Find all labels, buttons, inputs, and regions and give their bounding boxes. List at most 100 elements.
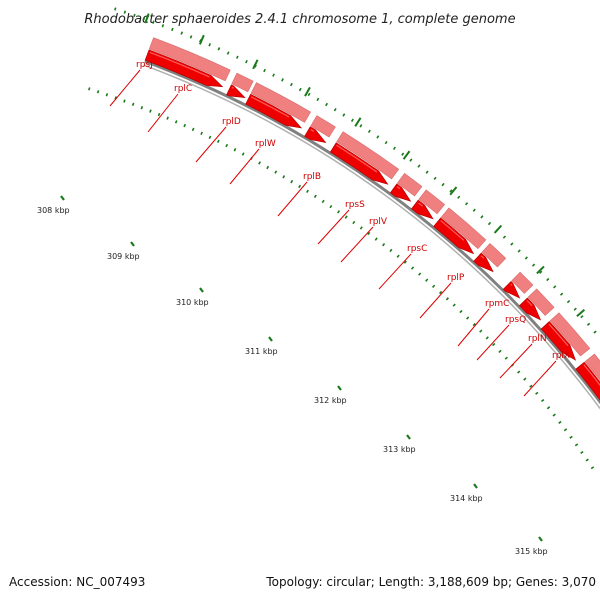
gene-block-rpsj[interactable] <box>148 37 231 82</box>
inner-tick <box>266 165 270 170</box>
inner-tick <box>241 152 245 156</box>
gene-arrow-rpss[interactable] <box>389 183 412 202</box>
gene-block-rplw[interactable] <box>310 115 336 138</box>
gene-track-inner <box>144 49 600 411</box>
gene-arrow-highlight-rpln <box>548 323 569 346</box>
gene-block-rplp[interactable] <box>481 243 507 268</box>
outer-tick <box>342 113 346 117</box>
gene-block-rpss[interactable] <box>396 172 423 197</box>
gene-arrow-rplb[interactable] <box>329 142 389 185</box>
inner-tick <box>290 179 294 184</box>
outer-major-tick <box>354 117 362 127</box>
outer-tick <box>586 322 591 326</box>
inner-tick <box>88 87 91 91</box>
leader-line-rpmc <box>457 308 490 347</box>
gene-arrow-rplc[interactable] <box>226 84 246 98</box>
gene-block-rplx[interactable] <box>584 353 600 407</box>
leader-line-rpsq <box>476 324 510 361</box>
outer-tick <box>289 82 293 87</box>
inner-tick <box>459 309 463 314</box>
gene-block-rplb[interactable] <box>336 131 400 180</box>
gene-arrow-rplx[interactable] <box>575 361 600 411</box>
outer-tick <box>333 107 337 112</box>
leader-line-rplc <box>147 93 179 133</box>
gene-label-rpsq[interactable]: rpsQ <box>505 315 526 325</box>
gene-arrow-rplw[interactable] <box>304 126 327 144</box>
gene-label-rpsj[interactable]: rpsJ <box>136 60 153 70</box>
gene-arrow-rpln[interactable] <box>540 321 577 361</box>
gene-label-rpld[interactable]: rplD <box>222 117 241 127</box>
gene-arrow-rpmc[interactable] <box>502 280 521 299</box>
gene-label-rpss[interactable]: rpsS <box>345 200 365 210</box>
gene-arrow-highlight-rpsq <box>526 300 533 307</box>
leader-line-rplw <box>229 148 260 185</box>
outer-tick <box>376 135 380 139</box>
gene-block-rpsc[interactable] <box>440 207 487 250</box>
backbone-outer-line <box>144 59 600 405</box>
inner-tick <box>321 199 325 204</box>
outer-major-tick <box>449 186 458 196</box>
inner-tick <box>418 272 422 276</box>
inner-tick <box>546 406 551 410</box>
leader-line-rpld <box>195 126 227 163</box>
gene-label-rplw[interactable]: rplW <box>255 139 276 149</box>
gene-label-rplv[interactable]: rplV <box>369 217 388 227</box>
gene-label-rplc[interactable]: rplC <box>174 84 192 94</box>
gene-labels: rpsJ rplC rplD rplW rplB rpsS rplV rpsC rplP rpmC… <box>136 60 570 361</box>
gene-label-rplb[interactable]: rplB <box>303 172 321 182</box>
gene-label-rplp[interactable]: rplP <box>447 273 465 283</box>
outer-tick <box>142 17 146 21</box>
gene-arrow-highlight-rplb <box>336 144 378 173</box>
gene-arrow-rplv[interactable] <box>411 199 434 220</box>
gene-block-rpsq[interactable] <box>527 288 555 316</box>
gene-block-rplv[interactable] <box>418 189 446 215</box>
inner-tick <box>535 391 539 395</box>
gene-arrow-rpld[interactable] <box>245 93 303 129</box>
gene-label-rpsc[interactable]: rpsC <box>407 244 427 254</box>
gene-block-rplc[interactable] <box>231 72 254 93</box>
gene-label-rpmc[interactable]: rpmC <box>485 299 509 309</box>
gene-arrow-rpsq[interactable] <box>518 297 542 321</box>
outer-tick <box>546 277 550 282</box>
gene-arrow-rpsc[interactable] <box>433 217 475 255</box>
inner-tick <box>439 290 443 295</box>
outer-tick <box>539 270 543 274</box>
kbp-label: 312 kbp <box>314 396 347 405</box>
inner-tick <box>492 342 496 347</box>
outer-major-tick <box>493 224 503 234</box>
outer-tick <box>316 97 320 102</box>
gene-label-rplx[interactable]: rplX <box>552 351 570 361</box>
inner-tick <box>306 189 309 194</box>
gene-arrow-rplp[interactable] <box>473 252 494 273</box>
outer-tick <box>409 158 413 162</box>
outer-tick <box>553 285 557 289</box>
outer-tick <box>517 249 521 253</box>
gene-arrow-highlight-rplw <box>310 128 315 132</box>
outer-tick <box>152 20 155 24</box>
inner-major-tick <box>130 241 135 247</box>
gene-arrow-rpsj[interactable] <box>144 49 224 88</box>
outer-tick <box>510 242 514 246</box>
outer-tick <box>350 118 354 123</box>
gene-block-rpld[interactable] <box>250 82 312 123</box>
inner-tick <box>367 231 371 236</box>
gene-arrow-highlight-rpsc <box>440 220 465 241</box>
gene-label-rpln[interactable]: rplN <box>528 334 547 344</box>
inner-tick <box>149 109 152 113</box>
inner-tick <box>344 215 348 219</box>
gene-track-outer <box>148 37 600 407</box>
outer-tick <box>457 195 461 199</box>
inner-tick <box>123 99 126 103</box>
gene-block-rpln[interactable] <box>549 312 591 357</box>
gene-label-leaders <box>109 69 557 397</box>
inner-tick <box>352 220 356 225</box>
gene-block-rpmc[interactable] <box>511 271 534 294</box>
inner-tick <box>208 135 212 140</box>
outer-tick <box>272 73 275 77</box>
inner-tick <box>166 116 169 120</box>
inner-major-tick <box>337 385 342 391</box>
inner-tick <box>313 194 317 199</box>
inner-tick <box>485 336 489 340</box>
outer-tick <box>245 59 248 64</box>
position-labels: 308 kbp 309 kbp 310 kbp 311 kbp 312 kbp 313 k… <box>37 195 548 556</box>
